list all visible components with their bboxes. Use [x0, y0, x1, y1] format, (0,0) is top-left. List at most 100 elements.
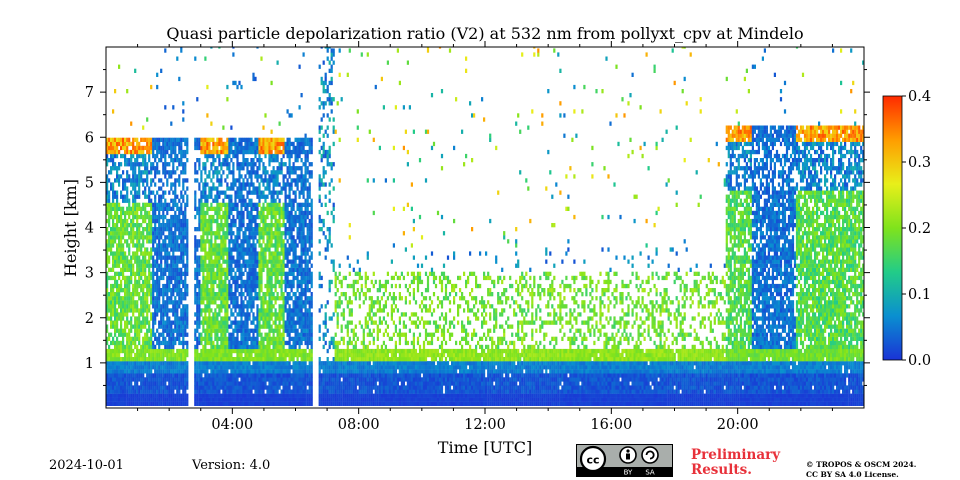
heatmap-cell — [294, 365, 297, 370]
heatmap-cell — [230, 296, 233, 301]
heatmap-cell — [106, 247, 109, 252]
heatmap-cell — [134, 231, 137, 236]
heatmap-cell — [206, 300, 209, 305]
heatmap-cell — [254, 275, 257, 281]
heatmap-cell — [202, 259, 205, 264]
heatmap-cell — [226, 304, 229, 309]
heatmap-cell — [162, 227, 165, 232]
heatmap-cell — [280, 263, 283, 268]
heatmap-cell — [164, 283, 167, 289]
heatmap-cell — [162, 377, 165, 382]
heatmap-cell — [244, 316, 247, 321]
heatmap-cell — [268, 288, 271, 293]
heatmap-cell — [260, 332, 263, 337]
heatmap-cell — [270, 149, 273, 155]
heatmap-cell — [260, 271, 263, 276]
heatmap-cell — [186, 271, 189, 276]
heatmap-cell — [146, 117, 149, 122]
heatmap-cell — [292, 243, 295, 248]
heatmap-cell — [276, 328, 279, 333]
heatmap-cell — [128, 174, 131, 179]
heatmap-cell — [196, 300, 199, 305]
heatmap-cell — [128, 361, 131, 366]
heatmap-cell — [292, 170, 295, 175]
heatmap-cell — [114, 401, 117, 406]
heatmap-cell — [118, 235, 121, 240]
heatmap-cell — [236, 162, 239, 167]
heatmap-cell — [110, 206, 113, 211]
heatmap-cell — [206, 373, 209, 378]
heatmap-cell — [146, 259, 149, 264]
heatmap-cell — [248, 218, 251, 224]
heatmap-cell — [142, 381, 145, 386]
heatmap-cell — [198, 373, 201, 378]
heatmap-cell — [288, 186, 291, 191]
heatmap-cell — [114, 275, 117, 281]
heatmap-cell — [160, 308, 163, 313]
heatmap-cell — [106, 210, 109, 216]
heatmap-cell — [136, 149, 139, 155]
heatmap-cell — [166, 296, 169, 301]
heatmap-cell — [194, 283, 197, 289]
heatmap-cell — [250, 373, 253, 378]
heatmap-cell — [128, 141, 131, 147]
heatmap-cell — [178, 174, 181, 179]
heatmap-cell — [252, 304, 255, 309]
heatmap-cell — [296, 393, 299, 398]
heatmap-cell — [124, 352, 127, 358]
heatmap-cell — [288, 145, 291, 151]
heatmap-cell — [278, 393, 281, 398]
heatmap-cell — [272, 352, 275, 358]
heatmap-cell — [208, 190, 211, 195]
heatmap-cell — [210, 243, 213, 248]
heatmap-cell — [114, 190, 117, 195]
heatmap-cell — [218, 348, 221, 354]
heatmap-cell — [112, 304, 115, 309]
heatmap-cell — [222, 292, 225, 297]
heatmap-cell — [240, 194, 243, 199]
heatmap-cell — [226, 283, 229, 289]
heatmap-cell — [118, 401, 121, 406]
heatmap-cell — [178, 210, 181, 216]
heatmap-cell — [180, 312, 183, 317]
heatmap-cell — [170, 271, 173, 276]
heatmap-cell — [170, 344, 173, 350]
heatmap-cell — [252, 231, 255, 236]
heatmap-cell — [166, 389, 169, 394]
heatmap-cell — [244, 357, 247, 362]
heatmap-cell — [290, 320, 293, 325]
heatmap-cell — [186, 251, 189, 256]
heatmap-cell — [232, 218, 235, 224]
heatmap-cell — [290, 113, 293, 118]
heatmap-cell — [108, 206, 111, 211]
heatmap-cell — [212, 263, 215, 268]
heatmap-cell — [108, 235, 111, 240]
heatmap-cell — [160, 267, 163, 272]
heatmap-cell — [156, 328, 159, 333]
heatmap-cell — [136, 279, 139, 285]
heatmap-cell — [202, 202, 205, 207]
heatmap-cell — [198, 279, 201, 285]
heatmap-cell — [110, 361, 113, 366]
heatmap-cell — [174, 243, 177, 248]
heatmap-cell — [288, 251, 291, 256]
heatmap-cell — [290, 231, 293, 236]
heatmap-cell — [212, 357, 215, 362]
heatmap-cell — [270, 389, 273, 394]
heatmap-cell — [176, 401, 179, 406]
heatmap-cell — [210, 255, 213, 260]
heatmap-cell — [282, 223, 285, 228]
heatmap-cell — [268, 324, 271, 329]
heatmap-cell — [252, 275, 255, 281]
heatmap-cell — [268, 377, 271, 382]
heatmap-cell — [248, 259, 251, 264]
heatmap-cell — [270, 279, 273, 285]
heatmap-cell — [284, 198, 287, 203]
heatmap-cell — [118, 239, 121, 244]
heatmap-cell — [116, 178, 119, 183]
heatmap-cell — [266, 361, 269, 366]
heatmap-cell — [254, 328, 257, 333]
heatmap-cell — [252, 259, 255, 264]
heatmap-cell — [112, 288, 115, 293]
heatmap-cell — [276, 153, 279, 159]
